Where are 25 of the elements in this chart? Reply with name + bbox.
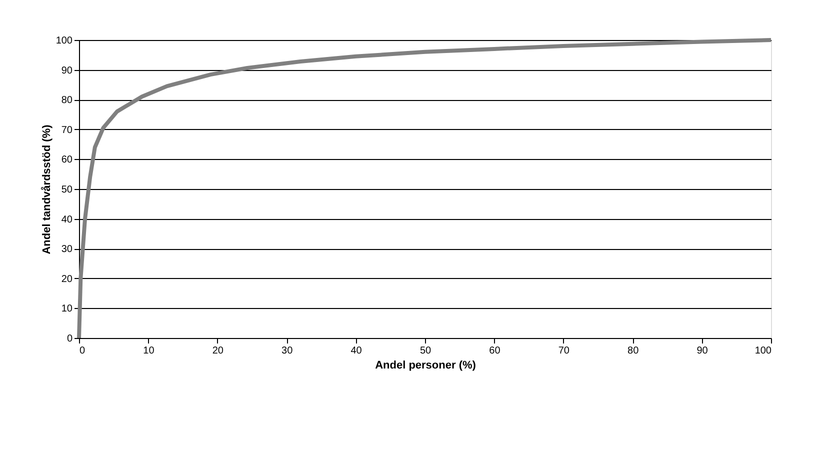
x-axis-title: Andel personer (%) [375,360,476,372]
x-tick-label: 0 [80,346,86,356]
y-tick-label: 50 [61,184,73,196]
x-tick-label: 80 [628,346,640,356]
y-tick-label: 0 [66,334,73,344]
x-tick-label: 20 [212,346,224,356]
y-axis-title: Andel tandvårdsstöd (%) [40,124,53,254]
y-tick-label: 70 [61,124,73,136]
y-tick-label: 90 [61,65,73,76]
y-tick-label: 10 [61,304,73,315]
y-tick-label: 100 [56,36,73,46]
x-tick-label: 60 [489,346,501,356]
x-tick-label: 30 [282,346,294,356]
x-tick-label: 50 [420,346,432,356]
y-tick-label: 20 [61,274,73,285]
x-tick-label: 70 [558,346,570,356]
x-tick-label: 100 [754,346,772,356]
x-tick-label: 10 [143,346,155,356]
line-series [77,38,773,340]
y-tick-label: 60 [61,154,73,166]
y-tick-label: 30 [61,244,73,256]
y-tick-label: 80 [61,95,73,106]
x-tick-label: 90 [696,346,708,356]
x-tick-label: 40 [350,346,362,356]
y-tick-label: 40 [61,214,73,226]
